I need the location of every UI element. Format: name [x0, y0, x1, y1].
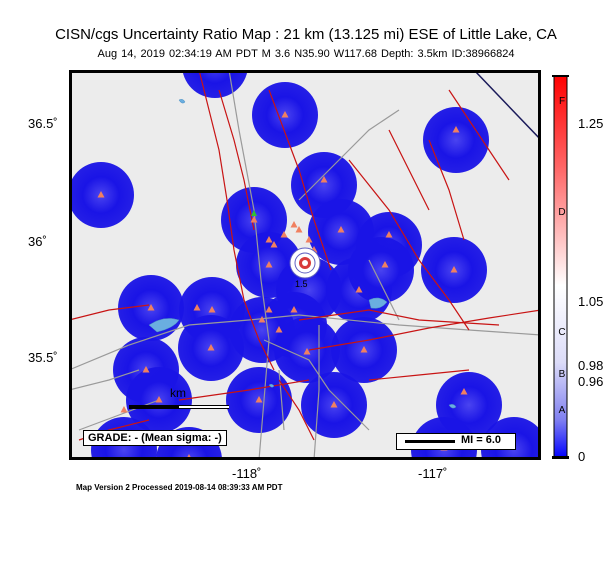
station-marker — [142, 366, 150, 373]
station-marker — [305, 236, 313, 243]
uncertainty-disc — [348, 237, 414, 303]
station-marker — [208, 306, 216, 313]
uncertainty-disc — [423, 107, 489, 173]
epicenter-marker — [289, 247, 321, 279]
station-marker — [270, 241, 278, 248]
colorbar-tick-0: 0 — [578, 449, 586, 464]
road-network — [69, 70, 541, 460]
longitude-label-118: -118˚ — [232, 466, 262, 481]
station-marker — [452, 126, 460, 133]
mi-legend-line — [405, 440, 455, 443]
station-marker — [385, 231, 393, 238]
station-marker — [265, 306, 273, 313]
station-marker — [337, 226, 345, 233]
colorbar — [552, 75, 569, 459]
version-footer: Map Version 2 Processed 2019-08-14 08:39… — [76, 483, 283, 492]
fault-lines — [69, 70, 541, 441]
station-marker — [295, 226, 303, 233]
station-marker — [360, 346, 368, 353]
station-marker — [330, 401, 338, 408]
latitude-label-36: 36˚ — [28, 234, 47, 249]
station-marker — [207, 344, 215, 351]
scale-bar — [129, 405, 229, 409]
station-marker — [303, 348, 311, 355]
station-marker — [290, 221, 298, 228]
station-marker — [355, 286, 363, 293]
station-marker — [381, 261, 389, 268]
frame-ticks — [69, 70, 541, 460]
station-marker — [460, 388, 468, 395]
longitude-label-117: -117˚ — [418, 466, 448, 481]
colorbar-tick-0-98: 0.98 — [578, 358, 604, 373]
water-bodies — [148, 99, 457, 409]
station-marker — [290, 306, 298, 313]
station-marker — [450, 266, 458, 273]
station-marker — [265, 236, 273, 243]
station-marker — [155, 396, 163, 403]
station-marker — [275, 326, 283, 333]
grade-letter-c: C — [558, 327, 566, 338]
mi-legend: MI = 6.0 — [396, 433, 516, 450]
station-marker — [250, 216, 258, 223]
station-marker — [255, 396, 263, 403]
station-marker — [265, 261, 273, 268]
station-marker — [147, 304, 155, 311]
scale-label: km — [170, 386, 186, 400]
contour-label: 1.5 — [295, 279, 308, 289]
mi-legend-text: MI = 6.0 — [461, 434, 502, 446]
seismic-stations — [97, 70, 468, 460]
event-subtitle: Aug 14, 2019 02:34:19 AM PDT M 3.6 N35.9… — [97, 48, 515, 60]
grade-letter-d: D — [558, 207, 566, 218]
grade-letter-a: A — [558, 405, 566, 416]
station-marker — [97, 191, 105, 198]
station-marker — [193, 304, 201, 311]
grade-letter-f: F — [558, 96, 566, 107]
uncertainty-disc — [182, 70, 248, 98]
state-boundary — [473, 70, 541, 141]
station-marker — [280, 231, 288, 238]
latitude-label-36-5: 36.5˚ — [28, 116, 58, 131]
station-marker — [120, 406, 128, 413]
station-marker — [258, 316, 266, 323]
latitude-label-35-5: 35.5˚ — [28, 350, 58, 365]
station-marker — [281, 111, 289, 118]
station-marker-green — [251, 210, 257, 216]
colorbar-tick-1-25: 1.25 — [578, 116, 604, 131]
colorbar-tick-1-05: 1.05 — [578, 294, 604, 309]
uncertainty-map: 1.5 — [69, 70, 541, 460]
grade-label: GRADE: - (Mean sigma: -) — [83, 430, 227, 446]
station-marker — [320, 176, 328, 183]
grade-letter-b: B — [558, 369, 566, 380]
map-title: CISN/cgs Uncertainty Ratio Map : 21 km (… — [55, 26, 557, 43]
colorbar-tick-0-96: 0.96 — [578, 374, 604, 389]
